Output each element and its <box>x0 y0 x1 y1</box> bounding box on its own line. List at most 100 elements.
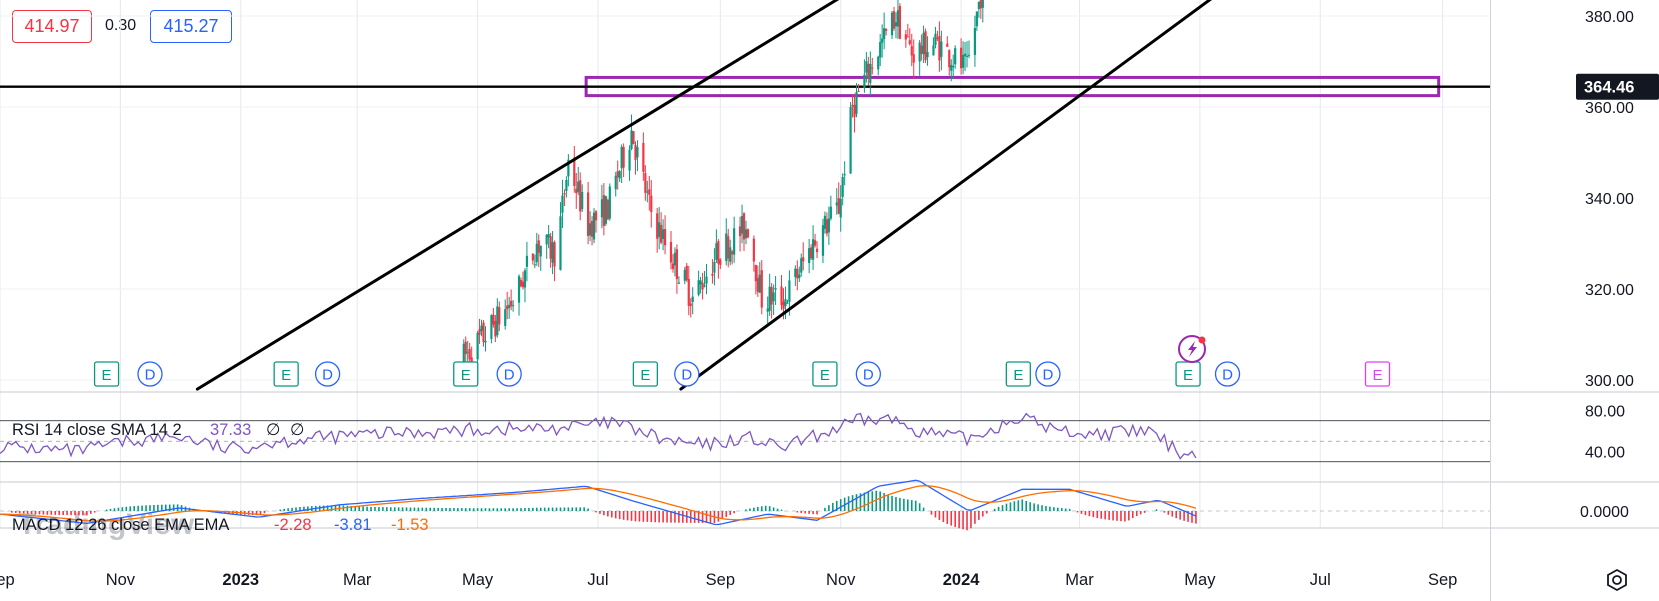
candle-body <box>581 191 584 209</box>
macd-histogram-bar <box>1179 511 1181 520</box>
dividend-marker[interactable] <box>137 361 163 387</box>
candle-body <box>577 181 580 192</box>
candle-body <box>697 280 700 295</box>
macd-histogram-bar <box>903 498 905 511</box>
candle-body <box>796 268 799 279</box>
macd-histogram-bar <box>7 511 9 513</box>
candle-body <box>863 74 866 88</box>
macd-histogram-bar <box>1076 511 1079 513</box>
dividend-marker[interactable] <box>1214 361 1241 387</box>
macd-histogram-bar <box>303 506 305 511</box>
candle-body <box>549 236 552 259</box>
candle-body <box>855 92 858 114</box>
candle-body <box>661 229 665 239</box>
macd-histogram-bar <box>543 507 546 511</box>
dividend-marker[interactable] <box>314 361 341 387</box>
dividend-marker[interactable] <box>1035 361 1061 387</box>
earnings-marker[interactable] <box>632 361 658 387</box>
price-axis: 300.00320.00340.00360.00380.00400.00420.… <box>1576 9 1659 521</box>
dividend-marker-label: D <box>863 367 874 384</box>
candle-body <box>959 47 963 69</box>
candle-body <box>521 281 525 288</box>
macd-histogram-bar <box>50 511 53 515</box>
macd-histogram-bar <box>141 505 143 511</box>
candle-body <box>977 1 980 10</box>
macd-histogram-bar <box>993 508 996 511</box>
time-tick-label: 2024 <box>943 571 981 589</box>
macd-histogram-bar <box>358 506 360 511</box>
macd-histogram-bar <box>603 511 605 516</box>
candle-body <box>851 104 854 107</box>
candle-body <box>936 37 939 39</box>
candle-body <box>628 149 631 171</box>
macd-histogram-bar <box>607 511 609 517</box>
candle-body <box>924 31 927 61</box>
earnings-marker[interactable] <box>812 361 838 387</box>
trend-line <box>679 0 1213 391</box>
earnings-marker[interactable] <box>273 361 299 387</box>
macd-histogram-bar <box>1021 499 1024 511</box>
dividend-marker[interactable] <box>496 361 522 387</box>
candle-body <box>600 199 604 218</box>
trend-channel <box>195 0 1213 391</box>
macd-histogram-bar <box>330 505 333 511</box>
macd-histogram-bar <box>267 511 270 513</box>
macd-histogram-bar <box>528 507 530 511</box>
earnings-marker[interactable] <box>1364 361 1391 387</box>
rsi-pane <box>0 412 1490 463</box>
macd-histogram-bar <box>808 511 810 514</box>
candle-body <box>575 188 578 194</box>
macd-histogram-bar <box>255 511 258 516</box>
macd-histogram-bar <box>500 508 503 511</box>
settings-gear-icon[interactable] <box>1607 568 1627 592</box>
macd-histogram-bar <box>804 511 806 514</box>
earnings-marker[interactable] <box>1005 361 1031 387</box>
macd-histogram-bar <box>610 511 613 518</box>
macd-histogram-bar <box>516 508 518 511</box>
macd-histogram-bar <box>11 511 13 513</box>
macd-histogram-bar <box>346 505 349 511</box>
macd-histogram-bar <box>895 496 897 511</box>
macd-histogram-bar <box>425 507 428 511</box>
macd-histogram-bar <box>1135 511 1138 517</box>
candle-body <box>519 279 523 287</box>
candlesticks <box>462 0 984 371</box>
candle-body <box>910 46 913 56</box>
macd-histogram-bar <box>1029 502 1031 511</box>
candle-body <box>813 240 817 246</box>
macd-histogram-bar <box>745 509 747 511</box>
macd-histogram-bar <box>397 507 400 511</box>
dividend-marker-label: D <box>1222 367 1233 384</box>
candle-body <box>918 42 921 62</box>
candle-body <box>932 45 935 56</box>
macd-histogram-bar <box>1009 502 1012 511</box>
candle-body <box>865 61 868 73</box>
dividend-marker[interactable] <box>674 361 700 387</box>
macd-histogram-bar <box>1037 504 1039 511</box>
earnings-marker[interactable] <box>93 361 120 387</box>
candle-body <box>756 277 759 292</box>
macd-histogram-bar <box>563 507 566 511</box>
macd-histogram-bar <box>93 511 96 513</box>
macd-histogram-bar <box>1104 511 1106 520</box>
time-tick-label: Mar <box>343 571 372 589</box>
macd-histogram-bar <box>914 500 917 511</box>
macd-histogram-bar <box>476 508 479 511</box>
rsi-title: RSI 14 close SMA 14 2 <box>12 421 182 439</box>
earnings-marker-label: E <box>1373 367 1383 384</box>
macd-histogram-bar <box>705 511 708 523</box>
candle-body <box>894 22 898 27</box>
macd-histogram-bar <box>26 511 29 514</box>
candle-body <box>754 264 757 282</box>
macd-histogram-bar <box>0 511 1 512</box>
candle-body <box>825 219 829 234</box>
macd-histogram-bar <box>125 506 128 511</box>
candle-body <box>510 300 513 307</box>
macd-tick-label: 0.0000 <box>1580 504 1629 521</box>
candle-body <box>821 225 825 256</box>
earnings-marker[interactable] <box>453 361 479 387</box>
candle-body <box>752 238 755 262</box>
macd-histogram-bar <box>393 507 396 511</box>
dividend-marker[interactable] <box>855 361 881 387</box>
